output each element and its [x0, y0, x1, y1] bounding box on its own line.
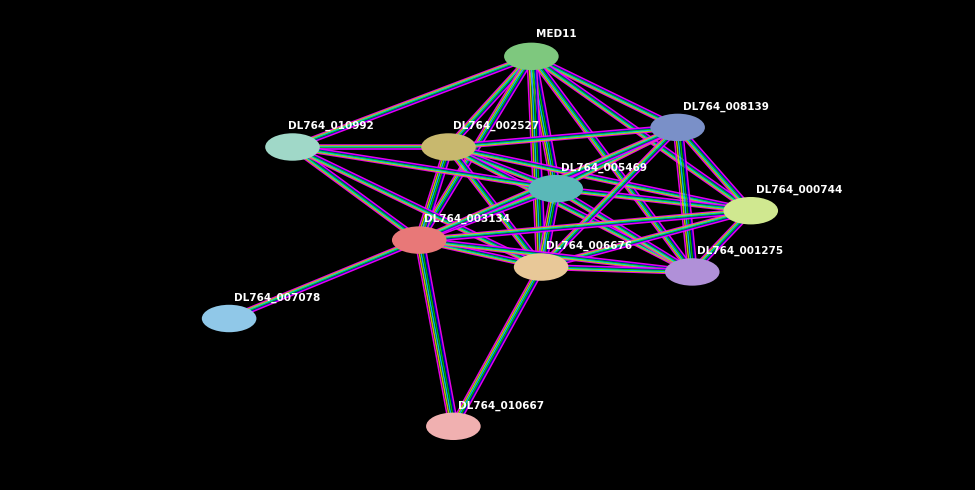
Circle shape — [265, 133, 320, 161]
Circle shape — [421, 133, 476, 161]
Circle shape — [650, 114, 705, 141]
Text: DL764_002527: DL764_002527 — [453, 121, 539, 131]
Circle shape — [202, 305, 256, 332]
Text: DL764_008139: DL764_008139 — [682, 101, 768, 112]
Text: DL764_007078: DL764_007078 — [234, 293, 320, 303]
Text: DL764_010992: DL764_010992 — [288, 121, 373, 131]
Text: DL764_000744: DL764_000744 — [756, 185, 842, 195]
Circle shape — [504, 43, 559, 70]
Text: DL764_001275: DL764_001275 — [697, 246, 783, 256]
Circle shape — [426, 413, 481, 440]
Circle shape — [392, 226, 447, 254]
Circle shape — [514, 253, 568, 281]
Text: DL764_003134: DL764_003134 — [424, 214, 510, 224]
Text: DL764_010667: DL764_010667 — [458, 400, 544, 411]
Circle shape — [528, 175, 583, 202]
Circle shape — [723, 197, 778, 224]
Text: DL764_005469: DL764_005469 — [561, 163, 646, 173]
Circle shape — [665, 258, 720, 286]
Text: MED11: MED11 — [536, 29, 577, 39]
Text: DL764_006676: DL764_006676 — [546, 241, 632, 251]
